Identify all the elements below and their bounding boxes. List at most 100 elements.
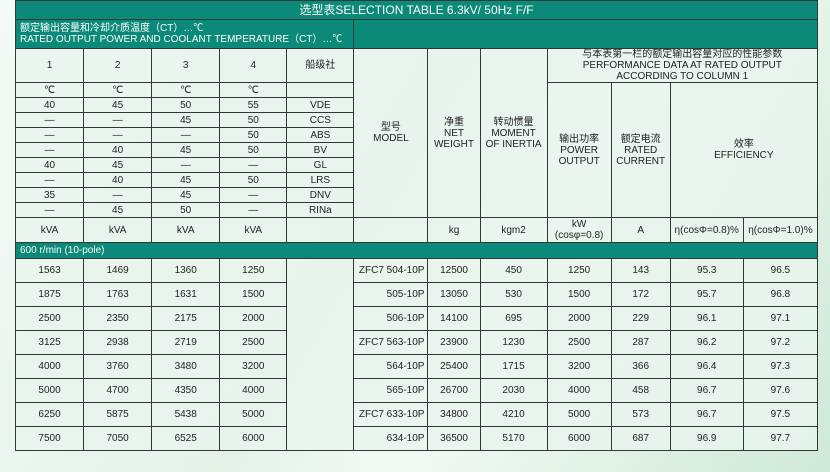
coolant-temp: 45 [151, 142, 221, 158]
moment-of-inertia: 2030 [479, 378, 548, 403]
rated-kva: 7050 [83, 426, 153, 451]
moment-of-inertia: 530 [479, 282, 548, 307]
rated-kva: 3200 [219, 354, 288, 379]
unit-kw-note: (cosφ=0.8) [554, 230, 604, 241]
efficiency-08: 96.7 [669, 402, 744, 427]
rated-kva: 2175 [151, 306, 221, 331]
efficiency-08: 96.7 [669, 378, 744, 403]
coolant-temp: 45 [83, 97, 153, 113]
coolant-temp: 45 [151, 187, 221, 203]
table-title: 选型表SELECTION TABLE 6.3kV/ 50Hz F/F [15, 0, 818, 20]
rated-kva: 1469 [83, 258, 153, 283]
rated-current: 366 [610, 354, 671, 379]
rated-kva: 3125 [14, 330, 85, 355]
table-row: 5000 4700 4350 4000 565-10P 26700 2030 4000 458 9… [14, 378, 819, 403]
unit-kw: kW (cosφ=0.8) [546, 217, 612, 243]
coolant-temp: — [83, 127, 153, 143]
rated-kva: 7500 [14, 426, 85, 451]
coolant-temp: 45 [151, 112, 221, 128]
efficiency-08: 96.4 [669, 354, 744, 379]
coolant-temp: — [219, 202, 288, 218]
model-header-cn: 型号 [380, 122, 401, 133]
coolant-temp: 50 [151, 202, 221, 218]
efficiency-08: 95.7 [669, 282, 744, 307]
coolant-temp: 50 [219, 127, 288, 143]
rated-kva: 1875 [14, 282, 85, 307]
temp-unit: ℃ [83, 82, 153, 98]
moment-of-inertia: 5170 [479, 426, 548, 451]
model: 505-10P [353, 282, 429, 307]
rated-kva: 2500 [219, 330, 288, 355]
class-society: RINa [286, 202, 355, 218]
efficiency-08: 96.2 [669, 330, 744, 355]
net-weight: 14100 [427, 306, 481, 331]
table-row: 1875 1763 1631 1500 505-10P 13050 530 1500 172 95… [14, 282, 819, 307]
class-society-header: 船级社 [286, 48, 355, 83]
power-output: 1250 [546, 258, 612, 283]
rated-kva: 5438 [151, 402, 221, 427]
efficiency-header: 效率 EFFICIENCY [669, 82, 819, 218]
rated-current: 229 [610, 306, 671, 331]
model: 506-10P [353, 306, 429, 331]
net-weight-cn: 净重 [443, 116, 464, 128]
coolant-temp: 45 [83, 202, 153, 218]
table-row: 6250 5875 5438 5000 ZFC7 633-10P 34800 4210 500… [14, 402, 819, 427]
coolant-temp: 50 [151, 97, 221, 113]
efficiency-10: 97.6 [742, 378, 819, 403]
power-output: 3200 [546, 354, 612, 379]
net-weight: 25400 [427, 354, 481, 379]
inertia-cn: 转动惯量 [493, 116, 534, 128]
unit-kva: kVA [83, 217, 153, 243]
efficiency-10: 96.5 [742, 258, 819, 283]
coolant-temp: — [83, 187, 153, 203]
unit-kva: kVA [151, 217, 221, 243]
rated-kva: 2500 [14, 306, 85, 331]
coolant-temp: 50 [219, 172, 288, 188]
rated-output-header: 额定输出容量和冷却介质温度（CT）…℃ RATED OUTPUT POWER A… [14, 19, 355, 49]
selection-table: 选型表SELECTION TABLE 6.3kV/ 50Hz F/F 额定输出容… [14, 0, 819, 451]
rated-kva: 6250 [14, 402, 85, 427]
rated-kva: 6525 [151, 426, 221, 451]
unit-kgm2: kgm2 [479, 217, 548, 243]
temp-unit: ℃ [219, 82, 288, 98]
performance-en2: ACCORDING TO COLUMN 1 [616, 71, 749, 82]
rated-kva: 1563 [14, 258, 85, 283]
performance-cn: 与本表第一栏的额定输出容量对应的性能参数 [582, 49, 783, 61]
rated-current: 172 [610, 282, 671, 307]
efficiency-08: 96.9 [669, 426, 744, 451]
model: 634-10P [353, 426, 429, 451]
class-society: GL [286, 157, 355, 173]
current-header: 额定电流 RATED CURRENT [610, 82, 671, 218]
efficiency-10: 97.5 [742, 402, 819, 427]
power-cn: 输出功率 [559, 133, 600, 145]
model: 564-10P [353, 354, 429, 379]
class-row: — — —50 ABS [14, 127, 818, 143]
rated-kva: 5875 [83, 402, 153, 427]
col-4-header: 4 [219, 48, 288, 83]
rated-kva: 5000 [219, 402, 288, 427]
rated-kva: 4000 [14, 354, 85, 379]
coolant-temp: — [14, 112, 85, 128]
rated-current: 573 [610, 402, 671, 427]
class-row: 40 45— — GL [14, 157, 818, 173]
rated-kva: 1500 [219, 282, 288, 307]
coolant-temp: — [14, 142, 85, 158]
net-weight: 13050 [427, 282, 481, 307]
moment-of-inertia: 1230 [479, 330, 548, 355]
temp-unit: ℃ [151, 82, 221, 98]
rated-kva: 4000 [219, 378, 288, 403]
rated-current: 143 [610, 258, 671, 283]
rated-kva: 5000 [14, 378, 85, 403]
table-row: 4000 3760 3480 3200 564-10P 25400 1715 3200 366 9… [14, 354, 819, 379]
coolant-temp: — [14, 172, 85, 188]
coolant-temp: 45 [83, 157, 153, 173]
efficiency-10: 97.1 [742, 306, 819, 331]
blank-cell [286, 82, 355, 98]
unit-a: A [610, 217, 671, 243]
unit-kg: kg [427, 217, 481, 243]
coolant-temp: — [151, 157, 221, 173]
performance-header: 与本表第一栏的额定输出容量对应的性能参数 PERFORMANCE DATA AT… [546, 48, 819, 83]
rated-kva: 2350 [83, 306, 153, 331]
class-society: CCS [286, 112, 355, 128]
